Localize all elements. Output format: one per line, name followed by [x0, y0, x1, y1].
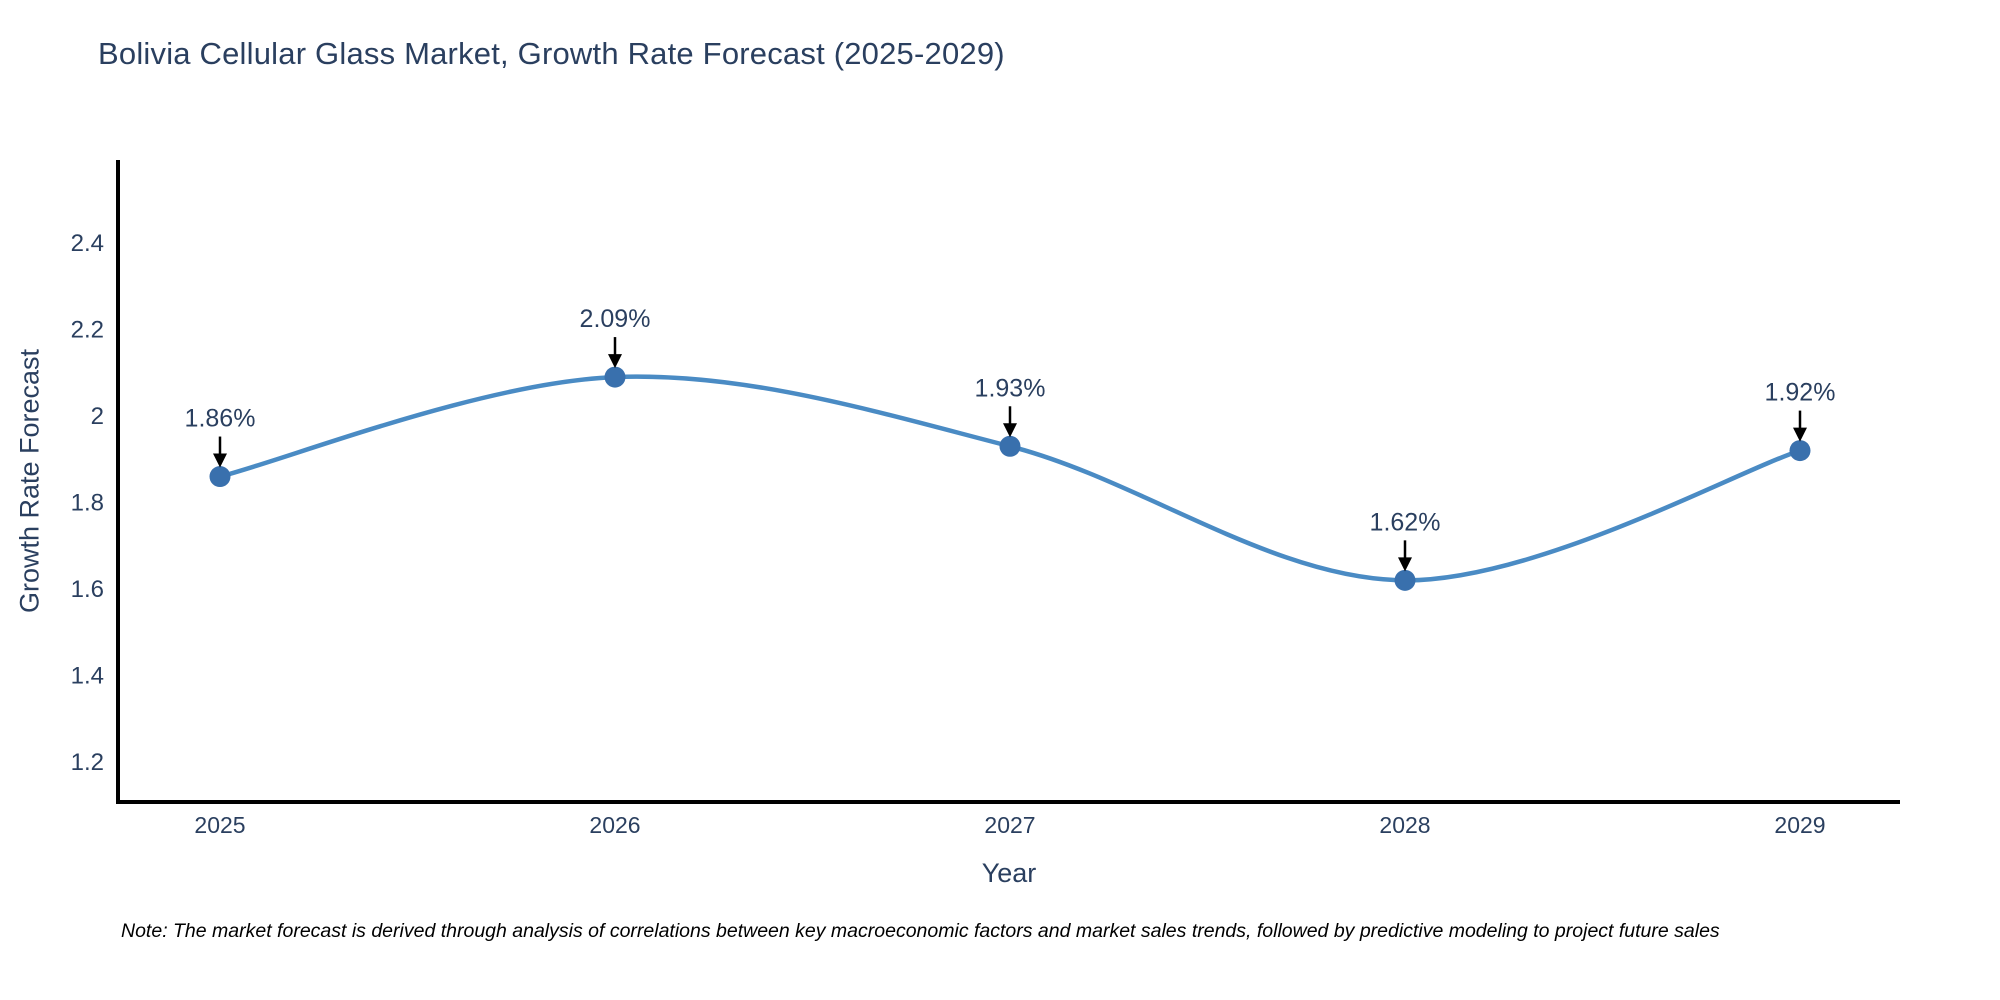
y-tick-label: 1.4: [71, 663, 104, 690]
footnote: Note: The market forecast is derived thr…: [121, 920, 1720, 942]
x-tick-label: 2029: [1774, 812, 1825, 838]
annotation-arrowhead: [608, 354, 622, 369]
chart-title: Bolivia Cellular Glass Market, Growth Ra…: [98, 36, 1005, 71]
x-axis-title: Year: [981, 858, 1037, 888]
y-axis-title: Growth Rate Forecast: [14, 348, 45, 614]
x-tick-label: 2026: [589, 812, 640, 838]
y-tick-label: 2.2: [71, 317, 104, 344]
x-tick-label: 2028: [1379, 812, 1430, 838]
annotation-arrowhead: [1003, 423, 1017, 438]
data-point-marker: [604, 366, 626, 388]
data-point-marker: [1394, 569, 1416, 591]
annotation-arrowhead: [1398, 557, 1412, 572]
data-point-marker: [209, 466, 231, 488]
y-tick-label: 2: [91, 403, 104, 430]
data-point-label: 1.86%: [185, 405, 256, 433]
data-point-label: 1.62%: [1370, 508, 1441, 536]
y-tick-label: 1.8: [71, 490, 104, 517]
annotation-arrowhead: [1793, 427, 1807, 442]
y-tick-label: 1.2: [71, 749, 104, 776]
x-tick-label: 2027: [984, 812, 1035, 838]
y-tick-label: 2.4: [71, 230, 104, 257]
data-point-marker: [1789, 440, 1811, 462]
x-tick-label: 2025: [194, 812, 245, 838]
data-point-label: 1.92%: [1765, 379, 1836, 407]
data-point-label: 2.09%: [580, 305, 651, 333]
annotation-arrowhead: [213, 453, 227, 468]
data-point-marker: [999, 435, 1021, 457]
data-point-label: 1.93%: [975, 374, 1046, 402]
y-tick-label: 1.6: [71, 576, 104, 603]
